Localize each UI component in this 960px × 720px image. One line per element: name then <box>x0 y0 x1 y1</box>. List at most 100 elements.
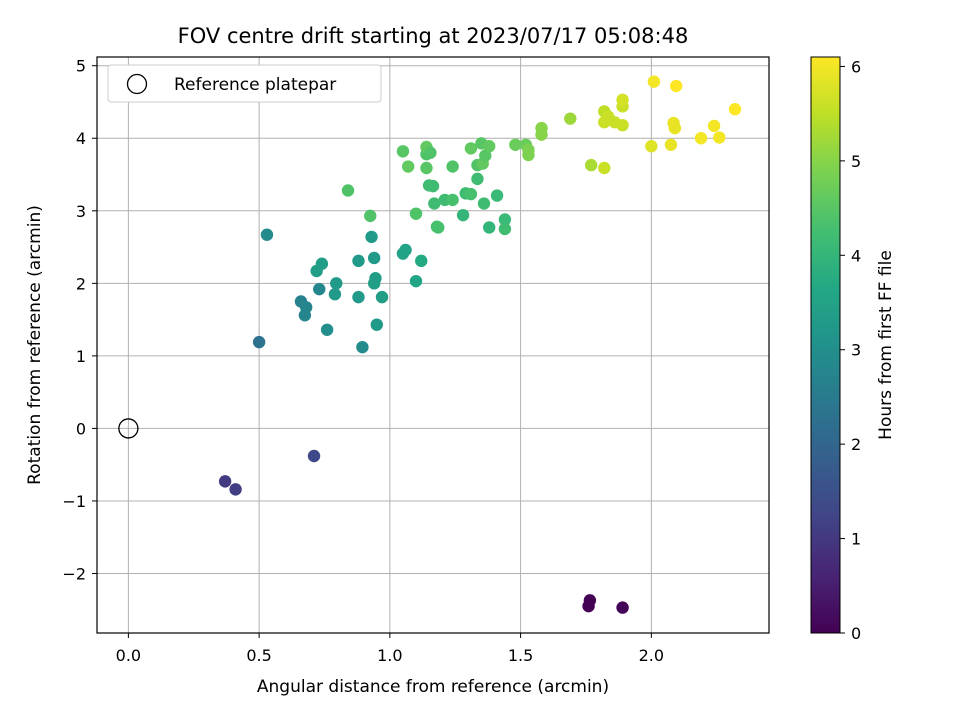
y-tick-label: 2 <box>76 274 86 293</box>
colorbar-tick-label: 0 <box>851 624 861 643</box>
data-point <box>341 184 355 197</box>
data-point <box>509 138 522 151</box>
y-tick-label: −1 <box>62 492 86 511</box>
data-point <box>396 145 410 158</box>
x-axis-ticks: 0.0 0.5 1.0 1.5 2.0 <box>116 633 664 665</box>
data-point <box>252 335 266 349</box>
data-point <box>446 193 459 207</box>
data-point <box>260 228 274 241</box>
data-point <box>409 274 423 288</box>
data-point <box>364 209 377 223</box>
data-point <box>616 601 629 614</box>
data-point <box>424 146 437 159</box>
colorbar-label: Hours from first FF file <box>876 250 896 440</box>
y-tick-label: 5 <box>76 57 86 76</box>
data-point <box>728 103 742 116</box>
colorbar-tick-label: 3 <box>851 341 861 360</box>
data-point <box>713 131 726 144</box>
plot-frame <box>96 56 770 634</box>
data-point <box>428 197 441 210</box>
data-point <box>320 323 334 336</box>
data-point <box>356 340 369 354</box>
x-axis-label: Angular distance from reference (arcmin) <box>257 677 609 697</box>
data-point <box>598 161 611 175</box>
data-point <box>647 75 661 88</box>
data-point <box>616 93 629 107</box>
data-point <box>401 160 415 173</box>
data-point <box>352 290 365 304</box>
data-point <box>399 243 412 257</box>
data-point <box>583 594 597 607</box>
data-point <box>535 121 548 135</box>
data-point <box>218 475 232 488</box>
x-tick-label: 0.5 <box>246 646 271 665</box>
legend-box <box>107 64 382 103</box>
legend-marker-reference <box>126 73 148 95</box>
data-point <box>483 221 496 234</box>
y-axis-ticks: −2 −1 0 1 2 3 4 5 <box>62 57 97 584</box>
data-point <box>313 282 326 296</box>
data-point <box>483 140 496 153</box>
data-point <box>370 318 383 331</box>
colorbar-tick-label: 5 <box>851 152 861 171</box>
data-point <box>375 290 389 304</box>
data-point <box>307 449 321 463</box>
x-tick-label: 0.0 <box>116 646 141 665</box>
data-point <box>669 79 683 93</box>
colorbar-gradient <box>810 56 841 634</box>
data-point <box>415 254 428 268</box>
data-point <box>330 277 343 290</box>
data-point <box>456 208 470 222</box>
data-point <box>490 189 504 202</box>
chart-title: FOV centre drift starting at 2023/07/17 … <box>178 24 689 48</box>
data-point <box>498 213 512 226</box>
data-point <box>584 158 598 172</box>
data-point <box>645 140 658 153</box>
data-point <box>365 230 378 244</box>
reference-marker <box>118 418 139 439</box>
data-point <box>498 222 512 236</box>
data-point <box>229 483 242 496</box>
data-point <box>420 161 433 175</box>
data-point <box>479 149 492 162</box>
colorbar-ticks: 0 1 2 3 4 5 6 <box>840 57 861 643</box>
y-tick-label: 3 <box>76 202 86 221</box>
data-point <box>446 160 459 173</box>
data-point <box>477 197 491 210</box>
legend: Reference platepar <box>107 64 382 103</box>
y-tick-label: −2 <box>62 565 86 584</box>
x-tick-label: 1.5 <box>508 646 533 665</box>
data-point <box>616 118 629 132</box>
data-point <box>522 143 535 157</box>
y-axis-label: Rotation from reference (arcmin) <box>25 205 45 485</box>
colorbar-tick-label: 6 <box>851 57 861 76</box>
colorbar: 0 1 2 3 4 5 6 Hours from first FF file <box>810 56 896 643</box>
data-point <box>426 179 440 193</box>
data-point <box>464 142 478 155</box>
data-point <box>694 132 708 145</box>
data-point <box>471 172 484 186</box>
y-tick-label: 4 <box>76 129 86 148</box>
colorbar-tick-label: 4 <box>851 246 861 265</box>
x-tick-label: 1.0 <box>377 646 402 665</box>
data-points <box>118 75 742 614</box>
data-point <box>668 121 682 135</box>
y-tick-label: 1 <box>76 347 86 366</box>
data-point <box>367 251 381 265</box>
legend-entry-reference: Reference platepar <box>174 75 336 95</box>
data-point <box>352 254 365 268</box>
data-point <box>328 288 342 301</box>
data-point <box>564 112 577 125</box>
data-point <box>432 221 445 234</box>
data-point <box>315 257 329 270</box>
data-point <box>464 187 478 201</box>
grid <box>97 57 769 633</box>
data-point <box>298 309 312 322</box>
colorbar-tick-label: 1 <box>851 530 861 549</box>
x-tick-label: 2.0 <box>639 646 664 665</box>
data-point <box>369 272 382 285</box>
data-point <box>409 207 423 220</box>
y-tick-label: 0 <box>76 419 86 438</box>
colorbar-tick-label: 2 <box>851 435 861 454</box>
